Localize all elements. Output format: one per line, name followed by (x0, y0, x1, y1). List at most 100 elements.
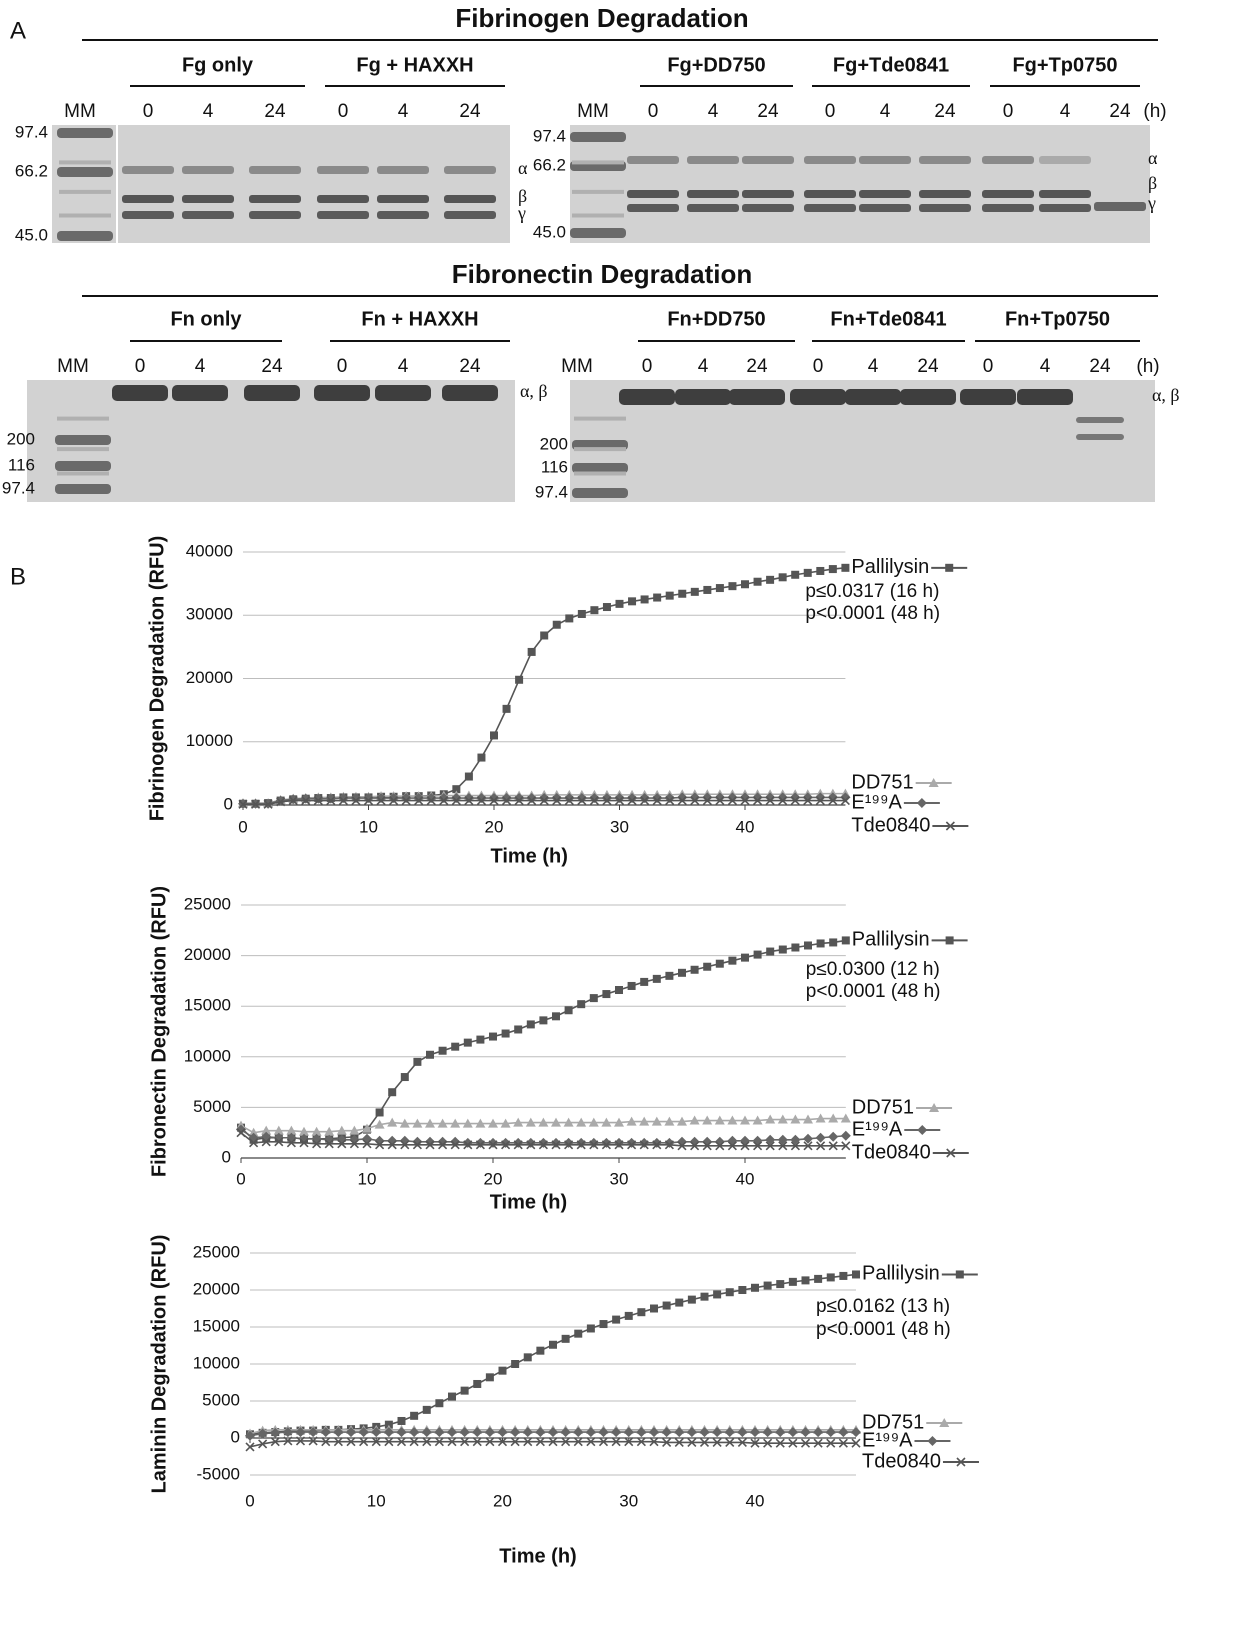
band (1039, 156, 1091, 164)
data-point (663, 1302, 671, 1310)
marker-band (55, 435, 111, 445)
y-tick-label: -5000 (197, 1464, 240, 1483)
data-point (653, 594, 661, 602)
data-point (779, 946, 787, 954)
mw-label: 97.4 (2, 478, 35, 497)
data-point (789, 1278, 797, 1286)
data-point (510, 1427, 520, 1437)
marker-band (59, 190, 111, 194)
band-label: α (518, 158, 528, 178)
data-point (687, 1427, 697, 1437)
data-point (612, 1316, 620, 1324)
data-point (513, 1138, 523, 1148)
x-tick-label: 40 (746, 1491, 765, 1510)
legend-label: Pallilysin (851, 556, 929, 578)
data-point (472, 1427, 482, 1437)
data-point (827, 1273, 835, 1281)
data-point (826, 1427, 836, 1437)
data-point (802, 1276, 810, 1284)
data-point (750, 1427, 760, 1437)
band (377, 211, 429, 219)
band (790, 389, 846, 405)
unit-label: (h) (1143, 101, 1166, 122)
band (804, 156, 856, 164)
x-tick-label: 20 (485, 817, 504, 836)
mw-label: 200 (7, 429, 35, 448)
y-tick-label: 25000 (184, 894, 231, 913)
y-tick-label: 30000 (186, 605, 233, 624)
y-tick-label: 10000 (184, 1046, 231, 1065)
x-tick-label: 30 (610, 817, 629, 836)
lane-label: 24 (746, 356, 768, 377)
data-point (473, 1380, 481, 1388)
y-tick-label: 15000 (193, 1316, 240, 1335)
band (122, 211, 174, 219)
data-point (641, 595, 649, 603)
legend-label: Tde0840 (862, 1450, 941, 1472)
lane-label: 4 (398, 356, 409, 377)
lane-label: 4 (708, 101, 719, 122)
mw-label: 116 (8, 455, 35, 474)
data-point (599, 1427, 609, 1437)
data-point (740, 1136, 750, 1146)
data-point (611, 1427, 621, 1437)
band (675, 389, 731, 405)
mm-label: MM (577, 101, 609, 122)
data-point (376, 1108, 384, 1116)
data-point (653, 975, 661, 983)
data-point (703, 586, 711, 594)
data-point (751, 1284, 759, 1292)
annotation: p≤0.0162 (13 h) (816, 1296, 950, 1317)
data-point (763, 1427, 773, 1437)
data-point (674, 1427, 684, 1437)
band (960, 389, 1016, 405)
data-point (649, 1427, 659, 1437)
data-point (628, 982, 636, 990)
data-point (362, 1134, 372, 1144)
band (314, 385, 370, 401)
lane-label: 0 (338, 101, 349, 122)
data-point (574, 1330, 582, 1338)
series-line (250, 1274, 856, 1434)
data-point (590, 606, 598, 614)
marker-band (59, 214, 111, 218)
mm-label: MM (57, 356, 89, 377)
lane-label: 0 (1003, 101, 1014, 122)
data-point (728, 582, 736, 590)
unit-label: (h) (1136, 356, 1159, 377)
data-point (628, 597, 636, 605)
data-point (422, 1427, 432, 1437)
data-point (639, 1138, 649, 1148)
band (804, 204, 856, 212)
data-point (486, 1373, 494, 1381)
band (845, 389, 901, 405)
lane-label: 0 (648, 101, 659, 122)
x-tick-label: 30 (610, 1169, 629, 1188)
group-label: Fg+DD750 (667, 54, 765, 76)
band (919, 156, 971, 164)
mw-label: 97.4 (15, 122, 48, 141)
x-tick-label: 0 (236, 1169, 245, 1188)
data-point (523, 1427, 533, 1437)
band (1094, 202, 1146, 211)
band (249, 166, 301, 174)
band (627, 190, 679, 198)
data-point (540, 631, 548, 639)
lane-label: 4 (1060, 101, 1071, 122)
lane-label: 0 (983, 356, 994, 377)
data-point (779, 573, 787, 581)
data-point (838, 1427, 848, 1437)
marker-band (572, 488, 628, 498)
band (317, 211, 369, 219)
data-point (549, 1341, 557, 1349)
legend-label: DD751 (851, 771, 913, 793)
x-tick-label: 10 (358, 1169, 377, 1188)
data-point (589, 1138, 599, 1148)
data-point (435, 1399, 443, 1407)
data-point (485, 1427, 495, 1437)
data-point (587, 1324, 595, 1332)
band (377, 166, 429, 174)
data-point (725, 1427, 735, 1437)
data-point (590, 994, 598, 1002)
group-label: Fg only (182, 54, 254, 76)
